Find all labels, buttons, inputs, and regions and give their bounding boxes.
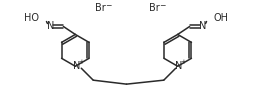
Text: +: + bbox=[181, 59, 187, 65]
Text: −: − bbox=[160, 1, 166, 10]
Text: −: − bbox=[105, 1, 111, 10]
Text: N: N bbox=[73, 61, 80, 71]
Text: Br: Br bbox=[149, 3, 160, 13]
Text: N: N bbox=[175, 61, 182, 71]
Text: OH: OH bbox=[214, 13, 229, 23]
Text: Br: Br bbox=[95, 3, 106, 13]
Text: +: + bbox=[78, 59, 84, 65]
Text: N: N bbox=[47, 22, 54, 31]
Text: N: N bbox=[199, 22, 206, 31]
Text: HO: HO bbox=[24, 13, 39, 23]
